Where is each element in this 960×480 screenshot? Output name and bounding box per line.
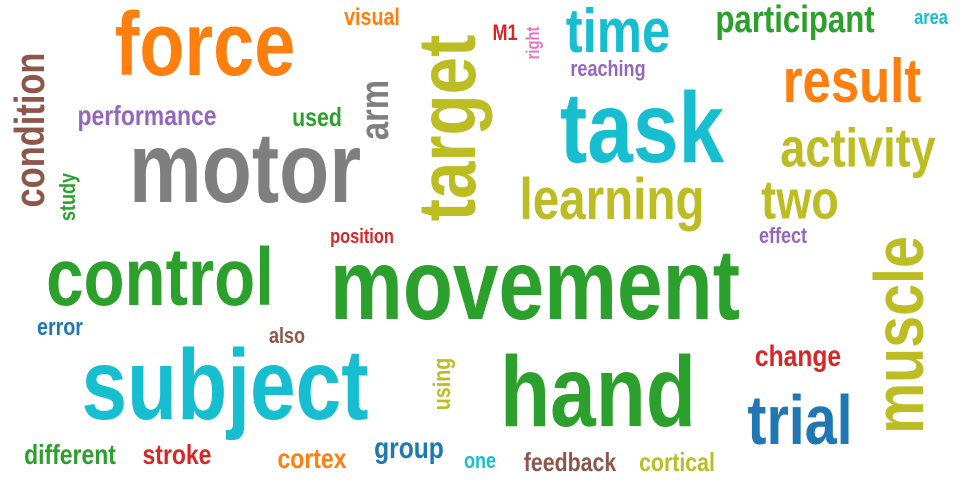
word-arm: arm — [353, 79, 397, 141]
word-two: two — [761, 168, 839, 231]
word-one: one — [463, 448, 497, 473]
word-m1: M1 — [492, 20, 518, 45]
word-learning: learning — [519, 167, 705, 232]
word-activity: activity — [780, 116, 936, 179]
word-feedback: feedback — [523, 447, 617, 477]
word-reaching: reaching — [570, 56, 646, 81]
word-effect: effect — [758, 223, 808, 248]
word-task: task — [559, 72, 725, 184]
word-hand: hand — [500, 336, 696, 448]
word-using: using — [429, 357, 456, 411]
word-cortical: cortical — [639, 447, 715, 477]
word-movement: movement — [329, 229, 741, 341]
word-muscle: muscle — [860, 236, 938, 434]
word-control: control — [46, 232, 274, 323]
word-subject: subject — [81, 329, 369, 441]
word-time: time — [565, 0, 671, 66]
word-trial: trial — [747, 381, 853, 459]
word-change: change — [754, 340, 842, 373]
word-motor: motor — [128, 112, 362, 224]
word-error: error — [37, 314, 83, 341]
word-right: right — [523, 26, 543, 60]
word-position: position — [330, 226, 394, 248]
word-area: area — [914, 7, 948, 29]
word-visual: visual — [344, 4, 400, 31]
word-also: also — [268, 323, 306, 348]
word-result: result — [782, 47, 922, 116]
word-participant: participant — [715, 0, 875, 41]
word-stroke: stroke — [142, 439, 212, 470]
word-target: target — [402, 34, 493, 222]
word-study: study — [55, 172, 80, 222]
word-condition: condition — [6, 52, 53, 208]
word-different: different — [24, 439, 116, 470]
word-force: force — [114, 0, 296, 95]
word-group: group — [374, 432, 444, 465]
word-used: used — [292, 102, 342, 132]
word-performance: performance — [77, 100, 217, 131]
word-cortex: cortex — [277, 443, 347, 474]
